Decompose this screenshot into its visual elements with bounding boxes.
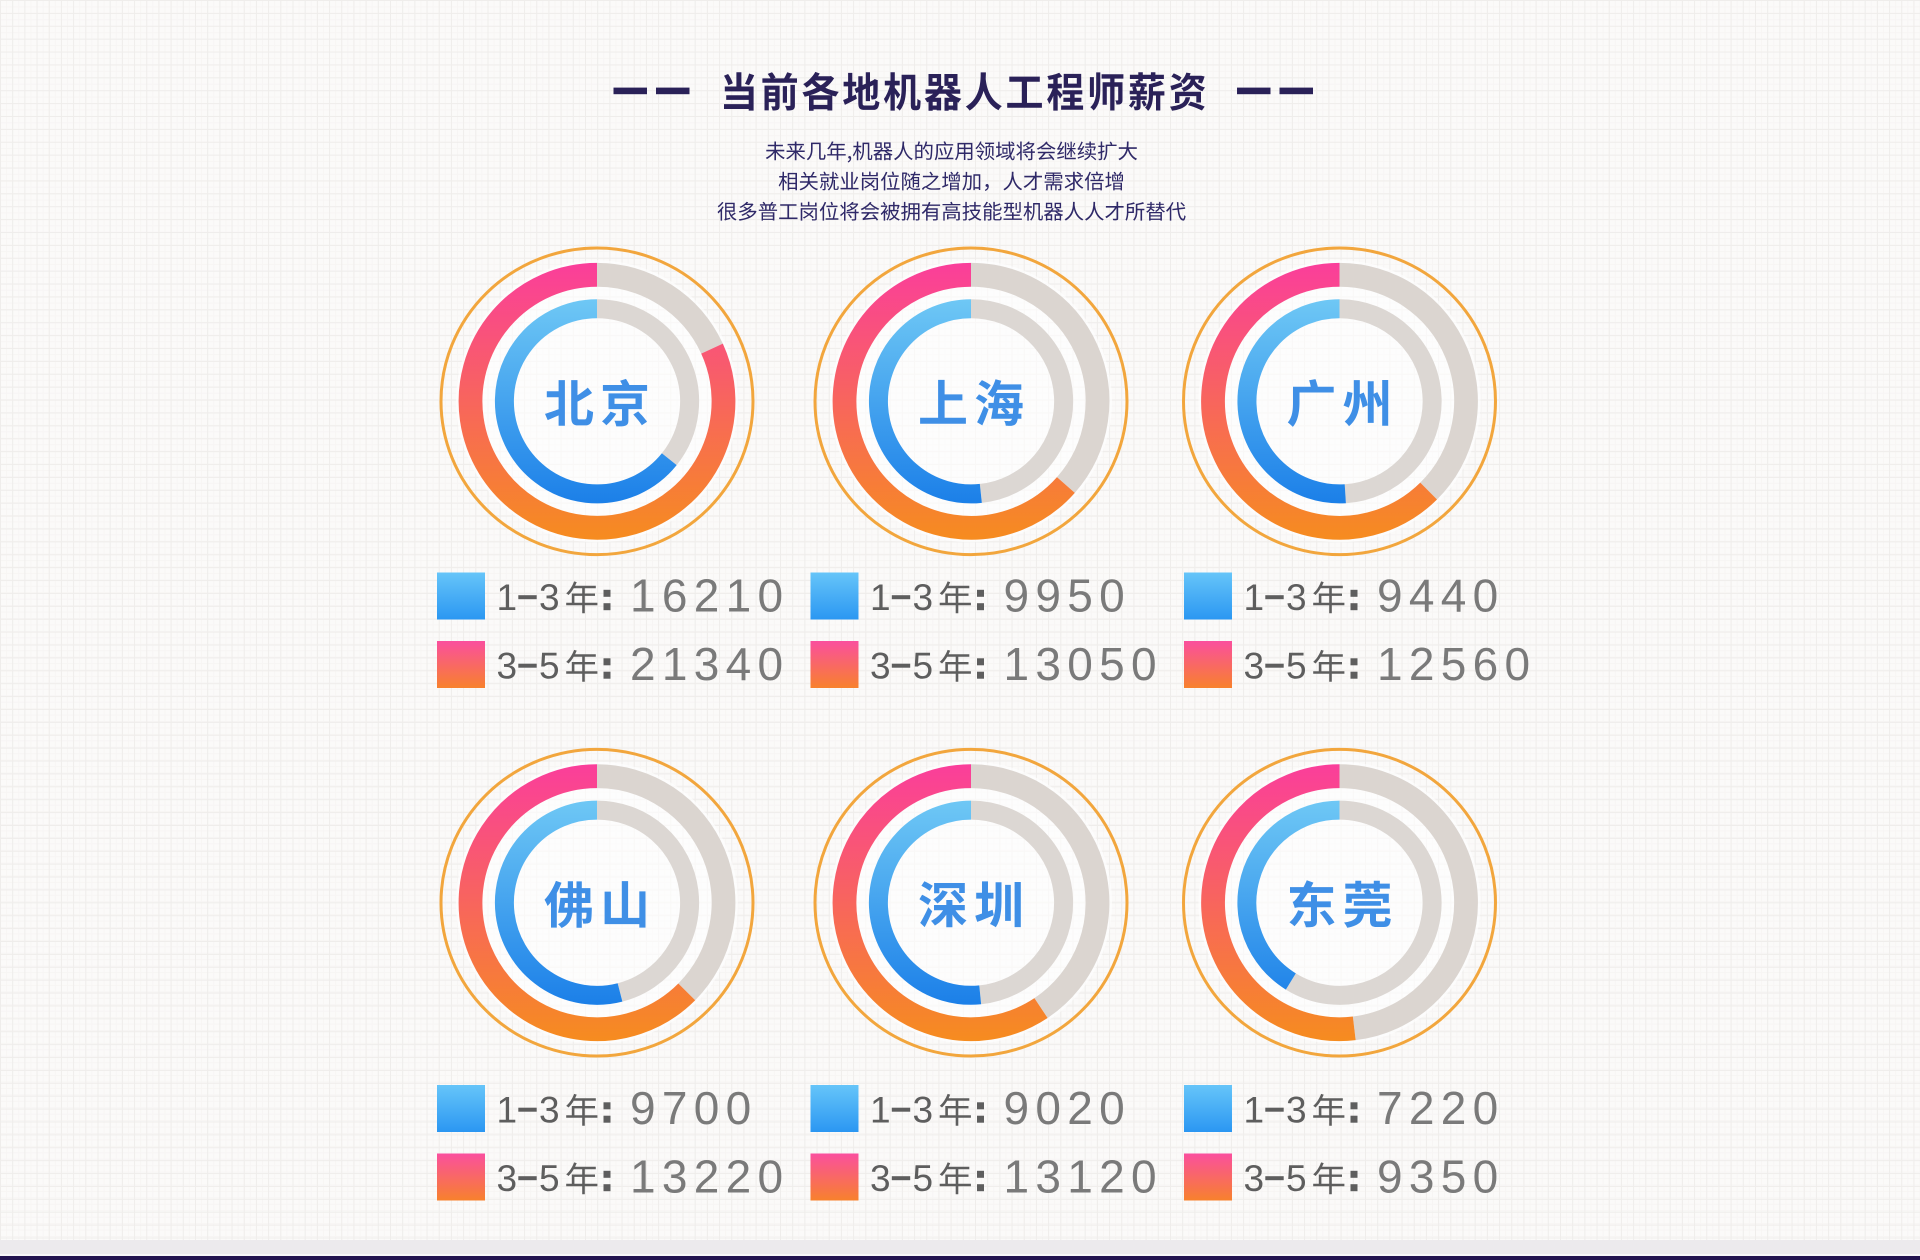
svg-text:3: 3	[1244, 646, 1265, 687]
svg-text:9700: 9700	[630, 1082, 758, 1134]
svg-text:1: 1	[870, 1090, 891, 1131]
svg-text:1: 1	[497, 577, 518, 618]
svg-text:1: 1	[497, 1090, 518, 1131]
svg-text:9440: 9440	[1377, 570, 1505, 622]
svg-text:1: 1	[1244, 1090, 1265, 1131]
svg-text:21340: 21340	[630, 638, 789, 690]
svg-text:5: 5	[913, 1158, 934, 1199]
svg-text:5: 5	[539, 1158, 560, 1199]
svg-text:12560: 12560	[1377, 638, 1536, 690]
svg-text:7220: 7220	[1377, 1082, 1505, 1134]
svg-text:3: 3	[870, 1158, 891, 1199]
svg-text:9020: 9020	[1004, 1082, 1132, 1134]
svg-text:13220: 13220	[630, 1151, 789, 1203]
svg-text:3: 3	[1286, 577, 1307, 618]
svg-text:3: 3	[539, 1090, 560, 1131]
svg-text:3: 3	[913, 577, 934, 618]
svg-text:5: 5	[539, 646, 560, 687]
svg-text:3: 3	[539, 577, 560, 618]
svg-text:16210: 16210	[630, 570, 789, 622]
svg-text:3: 3	[913, 1090, 934, 1131]
svg-text:9950: 9950	[1004, 570, 1132, 622]
svg-text:5: 5	[1286, 646, 1307, 687]
svg-text:13050: 13050	[1004, 638, 1163, 690]
svg-text:3: 3	[1286, 1090, 1307, 1131]
svg-text:5: 5	[1286, 1158, 1307, 1199]
svg-text:3: 3	[497, 1158, 518, 1199]
svg-text:1: 1	[870, 577, 891, 618]
svg-text:5: 5	[913, 646, 934, 687]
svg-text:1: 1	[1244, 577, 1265, 618]
svg-text:3: 3	[497, 646, 518, 687]
svg-text:3: 3	[870, 646, 891, 687]
svg-text:3: 3	[1244, 1158, 1265, 1199]
svg-text:13120: 13120	[1004, 1151, 1163, 1203]
svg-text:9350: 9350	[1377, 1151, 1505, 1203]
